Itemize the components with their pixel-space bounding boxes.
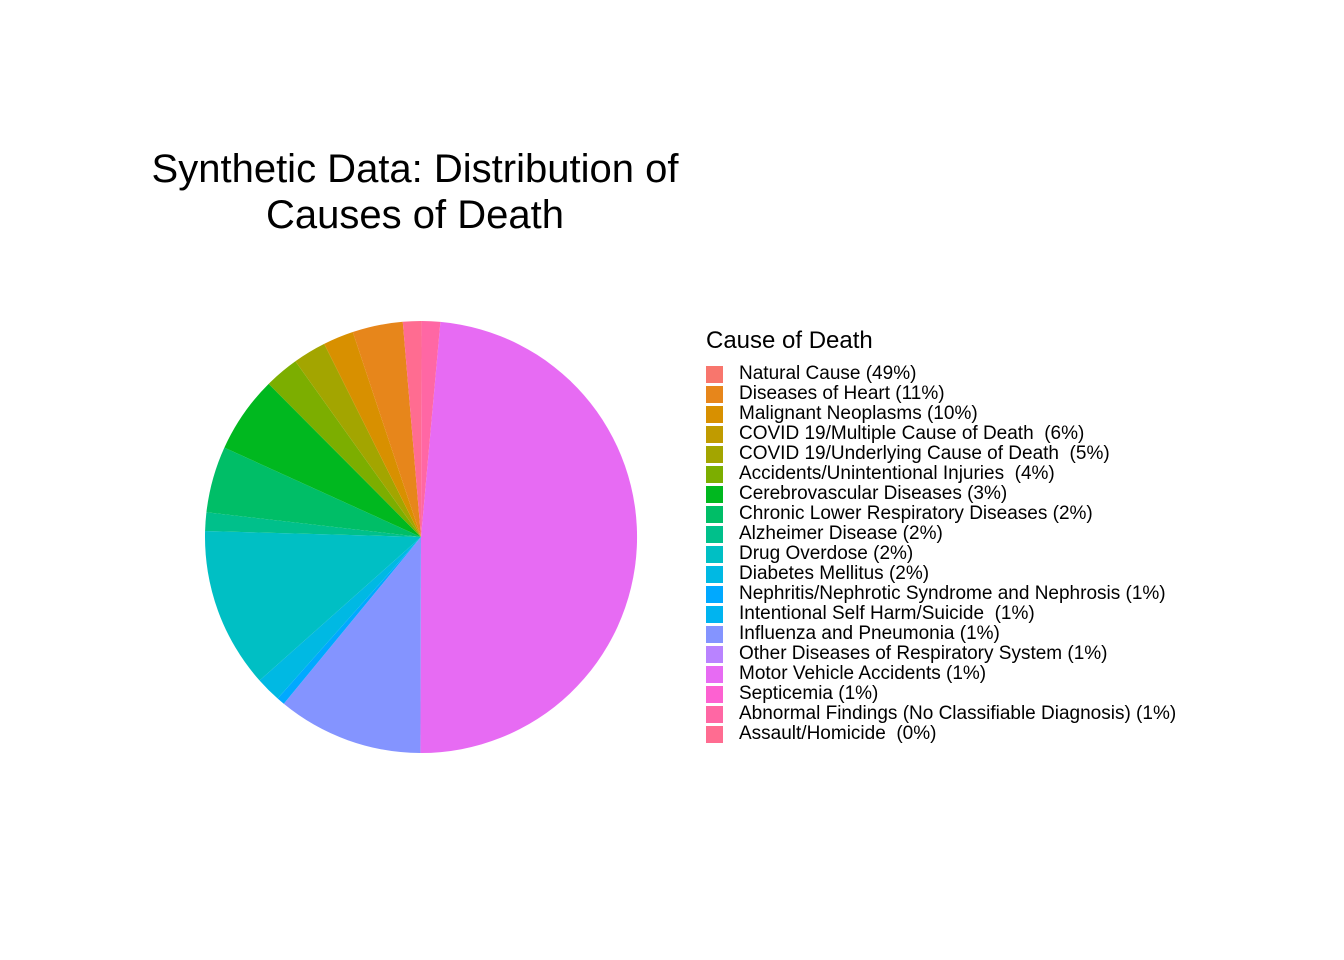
pie-slice (206, 447, 421, 537)
legend-label: Chronic Lower Respiratory Diseases (2%) (739, 503, 1093, 524)
pie-slices (204, 320, 638, 754)
legend-item: Natural Cause (49%) (706, 364, 1176, 384)
legend-item: Influenza and Pneumonia (1%) (706, 624, 1176, 644)
legend-label: COVID 19/Multiple Cause of Death (6%) (739, 423, 1085, 444)
pie-slice (268, 361, 421, 537)
legend-swatch (706, 665, 723, 683)
legend-label: Intentional Self Harm/Suicide (1%) (739, 603, 1035, 624)
legend-swatch (706, 465, 723, 483)
legend-swatch (706, 425, 723, 443)
legend-swatch (706, 725, 723, 743)
legend-label: Influenza and Pneumonia (1%) (739, 623, 1000, 644)
legend: Cause of Death Natural Cause (49%) Diseas… (706, 326, 1176, 744)
legend-swatch (706, 705, 723, 723)
legend-item: Drug Overdose (2%) (706, 544, 1176, 564)
pie-slice (277, 537, 421, 704)
legend-swatch (706, 485, 723, 503)
legend-item: Septicemia (1%) (706, 684, 1176, 704)
legend-label: Natural Cause (49%) (739, 363, 917, 384)
legend-swatch (706, 605, 723, 623)
legend-item: Cerebrovascular Diseases (3%) (706, 484, 1176, 504)
legend-item: Chronic Lower Respiratory Diseases (2%) (706, 504, 1176, 524)
legend-swatch (706, 625, 723, 643)
legend-item: Abnormal Findings (No Classifiable Diagn… (706, 704, 1176, 724)
legend-swatch (706, 645, 723, 663)
pie-slice (402, 320, 422, 537)
legend-label: Drug Overdose (2%) (739, 543, 914, 564)
chart-title-line-2: Causes of Death (266, 193, 564, 237)
legend-item: Assault/Homicide (0%) (706, 724, 1176, 744)
legend-swatch (706, 545, 723, 563)
legend-item: Accidents/Unintentional Injuries (4%) (706, 464, 1176, 484)
legend-swatch (706, 685, 723, 703)
legend-label: Accidents/Unintentional Injuries (4%) (739, 463, 1055, 484)
legend-item: COVID 19/Multiple Cause of Death (6%) (706, 424, 1176, 444)
pie-slice (352, 321, 421, 537)
pie-slice (204, 531, 421, 681)
legend-swatch (706, 585, 723, 603)
legend-item: Nephritis/Nephrotic Syndrome and Nephros… (706, 584, 1176, 604)
legend-swatch (706, 405, 723, 423)
legend-item: Other Diseases of Respiratory System (1%… (706, 644, 1176, 664)
pie-slice (420, 321, 638, 754)
legend-label: Septicemia (1%) (739, 683, 879, 704)
pie-slice (295, 343, 421, 537)
legend-label: Assault/Homicide (0%) (739, 723, 937, 744)
legend-label: Other Diseases of Respiratory System (1%… (739, 643, 1108, 664)
legend-label: Malignant Neoplasms (10%) (739, 403, 978, 424)
legend-item: Alzheimer Disease (2%) (706, 524, 1176, 544)
legend-swatch (706, 565, 723, 583)
legend-swatch (706, 365, 723, 383)
pie-slice (324, 332, 421, 537)
legend-label: Diabetes Mellitus (2%) (739, 563, 930, 584)
legend-swatch (706, 385, 723, 403)
legend-label: Motor Vehicle Accidents (1%) (739, 663, 987, 684)
pie-slice (259, 537, 421, 699)
legend-label: Alzheimer Disease (2%) (739, 523, 943, 544)
legend-item: Malignant Neoplasms (10%) (706, 404, 1176, 424)
pie-slice (224, 383, 421, 537)
legend-item: Motor Vehicle Accidents (1%) (706, 664, 1176, 684)
legend-swatch (706, 525, 723, 543)
legend-list: Natural Cause (49%) Diseases of Heart (11… (706, 364, 1176, 744)
legend-swatch (706, 445, 723, 463)
legend-item: Intentional Self Harm/Suicide (1%) (706, 604, 1176, 624)
legend-item: COVID 19/Underlying Cause of Death (5%) (706, 444, 1176, 464)
pie-slice (421, 321, 441, 537)
legend-label: Nephritis/Nephrotic Syndrome and Nephros… (739, 583, 1166, 604)
legend-label: COVID 19/Underlying Cause of Death (5%) (739, 443, 1110, 464)
legend-swatch (706, 505, 723, 523)
legend-item: Diseases of Heart (11%) (706, 384, 1176, 404)
chart-title-line-1: Synthetic Data: Distribution of (151, 147, 679, 191)
legend-title: Cause of Death (706, 327, 873, 354)
chart-title: Synthetic Data: Distribution of Causes o… (115, 146, 715, 238)
legend-label: Cerebrovascular Diseases (3%) (739, 483, 1008, 504)
legend-item: Diabetes Mellitus (2%) (706, 564, 1176, 584)
legend-label: Diseases of Heart (11%) (739, 383, 945, 404)
pie-slice (283, 537, 421, 753)
legend-label: Abnormal Findings (No Classifiable Diagn… (739, 703, 1177, 724)
pie-slice (205, 512, 421, 537)
